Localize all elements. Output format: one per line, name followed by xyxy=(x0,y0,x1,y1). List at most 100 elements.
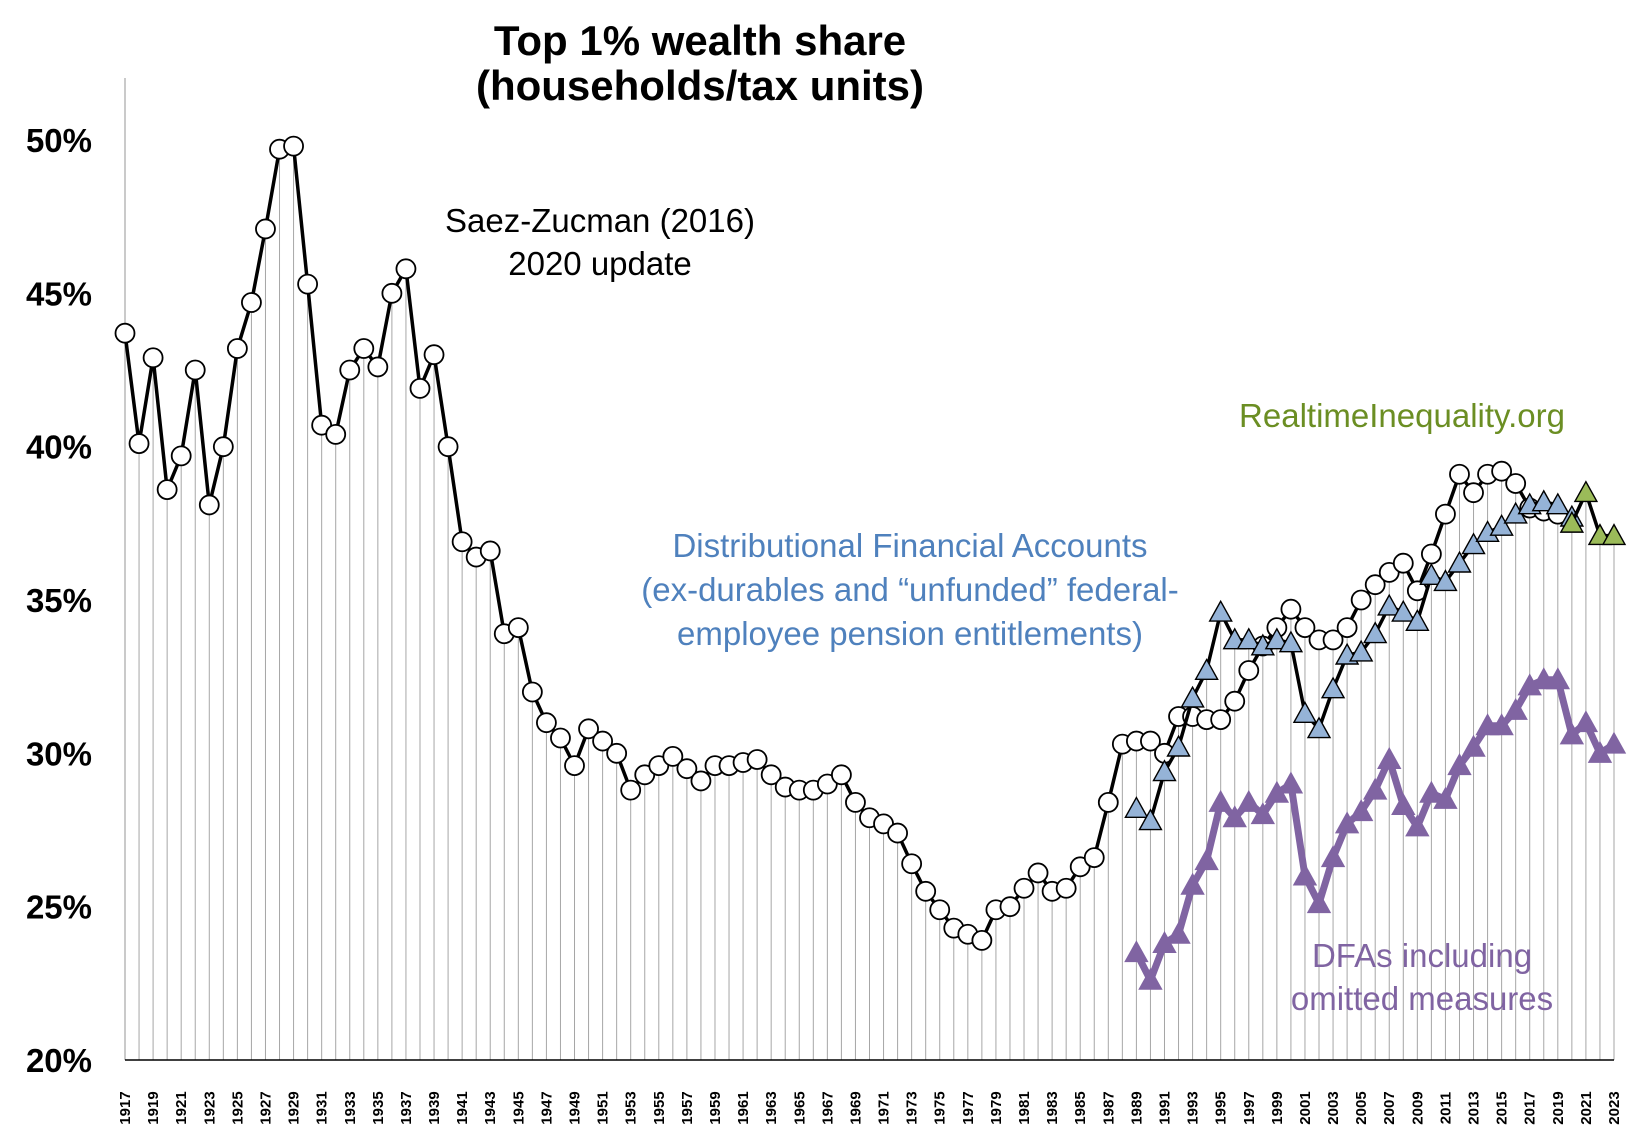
series-point xyxy=(1433,786,1458,809)
x-tick-label: 1943 xyxy=(482,1091,499,1124)
x-tick-label: 1999 xyxy=(1269,1091,1286,1124)
series-point xyxy=(1435,503,1456,525)
x-tick-label: 1955 xyxy=(651,1091,668,1124)
series-point xyxy=(606,742,628,764)
series-point xyxy=(971,930,993,951)
series-point xyxy=(915,880,937,902)
x-tick-label: 1959 xyxy=(707,1091,724,1124)
series-point xyxy=(1489,513,1514,536)
x-tick-label: 2015 xyxy=(1494,1091,1511,1124)
series-point xyxy=(1152,759,1177,782)
series-point xyxy=(1292,701,1318,723)
series-point xyxy=(451,531,473,553)
series-point xyxy=(1238,660,1260,681)
series-point xyxy=(1392,552,1414,574)
x-tick-label: 1937 xyxy=(398,1091,415,1124)
series-annotation: RealtimeInequality.org xyxy=(1239,397,1565,434)
y-tick-label: 30% xyxy=(26,735,92,772)
x-tick-label: 1933 xyxy=(342,1091,359,1124)
series-point xyxy=(1166,921,1191,944)
series-point xyxy=(353,338,375,359)
x-tick-label: 1953 xyxy=(623,1091,640,1124)
x-tick-label: 1983 xyxy=(1044,1091,1061,1124)
x-tick-label: 1923 xyxy=(201,1091,218,1124)
chart-title-line: Top 1% wealth share xyxy=(494,17,906,64)
chart-title-line: (households/tax units) xyxy=(476,62,924,109)
series-point xyxy=(1545,667,1571,690)
series-point xyxy=(1461,734,1486,757)
x-tick-label: 1971 xyxy=(876,1091,893,1124)
series-point xyxy=(564,755,585,776)
series-point xyxy=(1350,589,1372,611)
series-point xyxy=(1573,480,1599,503)
series-point xyxy=(1377,747,1402,769)
x-tick-label: 1925 xyxy=(229,1091,246,1124)
series-point xyxy=(1140,730,1161,752)
series-point xyxy=(1180,872,1205,895)
series-point xyxy=(1138,808,1163,831)
x-tick-label: 2007 xyxy=(1381,1091,1398,1124)
series-point xyxy=(620,779,642,801)
series-point xyxy=(1348,639,1374,662)
series-point xyxy=(1363,621,1388,644)
series-point xyxy=(676,758,698,780)
series-point xyxy=(1559,722,1585,745)
series-point xyxy=(1306,716,1332,739)
x-tick-label: 1969 xyxy=(847,1091,864,1124)
series-line xyxy=(1570,490,1614,538)
x-tick-label: 1991 xyxy=(1156,1091,1173,1124)
series-point xyxy=(1236,789,1261,812)
x-tick-label: 2019 xyxy=(1550,1091,1567,1124)
series-point xyxy=(297,273,319,295)
series-point xyxy=(1601,731,1627,754)
x-tick-label: 1931 xyxy=(314,1091,331,1124)
series-point xyxy=(1055,877,1077,899)
x-tick-label: 1985 xyxy=(1072,1091,1089,1124)
series-point xyxy=(1194,658,1219,681)
series-point xyxy=(1097,792,1119,813)
series-point xyxy=(1294,617,1316,638)
series-point xyxy=(1433,569,1458,592)
series-annotation: Distributional Financial Accounts xyxy=(672,527,1147,564)
series-point xyxy=(423,344,445,366)
x-tick-label: 1951 xyxy=(595,1091,612,1124)
series-point xyxy=(1250,802,1276,825)
series-point xyxy=(901,853,923,875)
series-point xyxy=(1222,805,1247,828)
x-tick-label: 1993 xyxy=(1185,1091,1202,1124)
y-tick-label: 50% xyxy=(26,122,92,159)
series-point xyxy=(1573,710,1599,733)
series-point xyxy=(1348,799,1374,822)
series-point xyxy=(1208,789,1233,812)
series-annotation: omitted measures xyxy=(1291,980,1553,1017)
y-tick-label: 20% xyxy=(26,1042,92,1079)
series-point xyxy=(1363,777,1388,800)
series-point xyxy=(381,282,403,304)
series-point xyxy=(198,494,220,516)
series-point xyxy=(550,727,571,749)
series-point xyxy=(367,356,389,378)
series-point xyxy=(690,770,712,792)
x-tick-label: 1921 xyxy=(173,1091,190,1124)
x-tick-label: 1927 xyxy=(257,1091,274,1124)
x-tick-label: 1945 xyxy=(510,1091,527,1124)
series-point xyxy=(507,617,529,638)
series-point xyxy=(929,899,951,921)
x-tick-label: 1935 xyxy=(370,1091,387,1124)
x-tick-label: 1973 xyxy=(904,1091,921,1124)
series-point xyxy=(1083,847,1105,868)
series-point xyxy=(1208,599,1233,622)
series-point xyxy=(1292,863,1318,886)
series-point xyxy=(578,718,599,740)
series-point xyxy=(325,423,347,445)
series-point xyxy=(1180,685,1205,708)
series-point xyxy=(760,764,782,786)
x-tick-label: 1941 xyxy=(454,1091,471,1124)
series-point xyxy=(128,433,150,455)
series-point xyxy=(1601,523,1627,546)
series-point xyxy=(1027,862,1049,884)
series-point xyxy=(1447,753,1472,776)
series-point xyxy=(1461,532,1486,555)
